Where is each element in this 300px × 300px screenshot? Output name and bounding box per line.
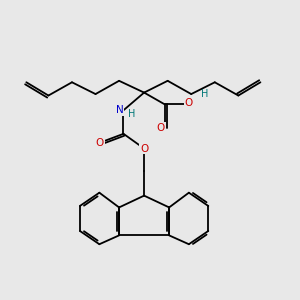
Text: O: O: [184, 98, 192, 108]
Text: O: O: [140, 143, 148, 154]
Text: N: N: [116, 105, 124, 115]
Text: H: H: [201, 89, 209, 99]
Text: O: O: [157, 123, 165, 133]
Text: O: O: [96, 138, 104, 148]
Text: H: H: [128, 109, 135, 119]
